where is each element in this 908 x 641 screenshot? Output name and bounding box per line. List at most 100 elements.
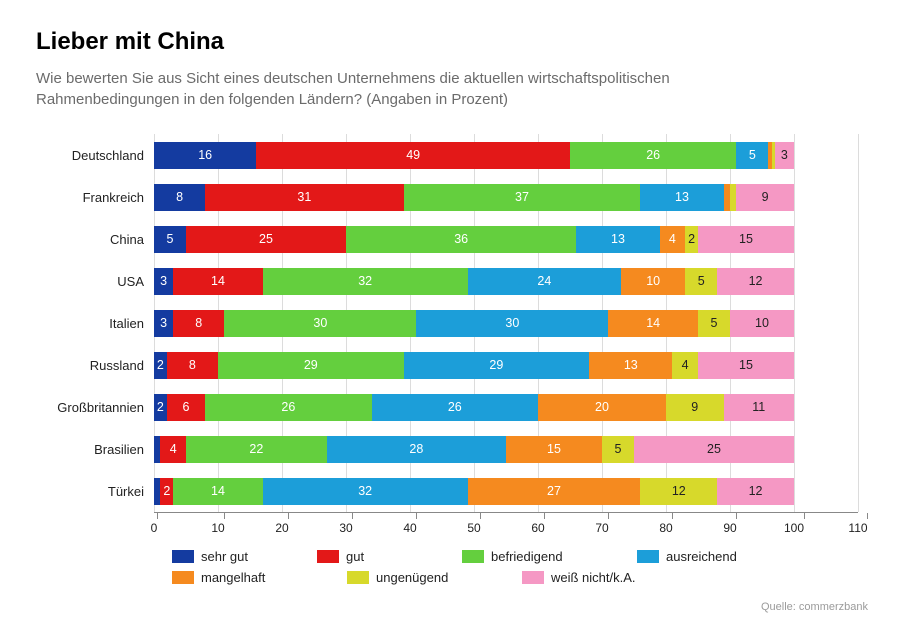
x-tick: 0 — [154, 513, 161, 535]
bar-segment-befriedigend: 37 — [404, 184, 641, 211]
bar-segment-ungenuegend: 5 — [698, 310, 730, 337]
bar-segment-mangelhaft: 10 — [621, 268, 685, 295]
legend-label: ausreichend — [666, 549, 737, 564]
legend-swatch — [172, 550, 194, 563]
bar-segment-befriedigend: 26 — [570, 142, 736, 169]
x-tick-label: 60 — [531, 521, 544, 535]
x-tick-label: 40 — [403, 521, 416, 535]
x-tick: 100 — [794, 513, 814, 535]
bar-track: 83137139 — [154, 184, 858, 211]
bar-segment-sehr_gut: 2 — [154, 352, 167, 379]
bar-segment-gut: 49 — [256, 142, 570, 169]
legend-label: sehr gut — [201, 549, 248, 564]
legend-item-befriedigend: befriedigend — [462, 549, 637, 564]
bar-track: 314322410512 — [154, 268, 858, 295]
chart-source: Quelle: commerzbank — [36, 601, 872, 613]
category-label: Russland — [42, 358, 154, 373]
x-axis: 0102030405060708090100110 — [154, 513, 858, 539]
bar-segment-gut: 6 — [167, 394, 205, 421]
bar-segment-befriedigend: 22 — [186, 436, 327, 463]
legend-swatch — [637, 550, 659, 563]
bar-segment-gut: 2 — [160, 478, 173, 505]
bar-segment-ausreichend: 24 — [468, 268, 622, 295]
bar-row: Großbritannien26262620911 — [154, 386, 858, 428]
bar-segment-sehr_gut: 3 — [154, 310, 173, 337]
legend-item-ungenuegend: ungenügend — [347, 570, 522, 585]
bar-row: Brasilien4222815525 — [154, 428, 858, 470]
bar-track: 4222815525 — [154, 436, 858, 463]
bar-segment-sehr_gut: 2 — [154, 394, 167, 421]
bar-segment-ungenuegend: 9 — [666, 394, 724, 421]
legend-swatch — [172, 571, 194, 584]
bar-track: 38303014510 — [154, 310, 858, 337]
legend: sehr gut gut befriedigend ausreichend mangel… — [172, 549, 812, 585]
bar-segment-weiss_nicht: 25 — [634, 436, 794, 463]
bar-segment-sehr_gut: 8 — [154, 184, 205, 211]
x-tick: 40 — [410, 513, 423, 535]
bar-track: 21432271212 — [154, 478, 858, 505]
bar-segment-gut: 25 — [186, 226, 346, 253]
chart-subtitle: Wie bewerten Sie aus Sicht eines deutsch… — [36, 68, 816, 110]
x-tick-label: 70 — [595, 521, 608, 535]
x-tick: 10 — [218, 513, 231, 535]
category-label: China — [42, 232, 154, 247]
legend-swatch — [462, 550, 484, 563]
x-tick: 110 — [858, 513, 877, 535]
x-tick-label: 50 — [467, 521, 480, 535]
bar-segment-befriedigend: 14 — [173, 478, 263, 505]
bar-segment-sehr_gut: 3 — [154, 268, 173, 295]
bar-segment-weiss_nicht: 11 — [724, 394, 794, 421]
legend-swatch — [317, 550, 339, 563]
bar-segment-ausreichend: 26 — [372, 394, 538, 421]
bar-segment-ausreichend: 29 — [404, 352, 590, 379]
category-label: Großbritannien — [42, 400, 154, 415]
x-tick: 90 — [730, 513, 743, 535]
bar-segment-befriedigend: 36 — [346, 226, 576, 253]
plot-area: Deutschland16492653Frankreich83137139Chi… — [154, 134, 858, 513]
x-tick-label: 80 — [659, 521, 672, 535]
x-tick-label: 10 — [211, 521, 224, 535]
x-tick: 80 — [666, 513, 679, 535]
bar-segment-gut: 8 — [173, 310, 224, 337]
gridline — [858, 134, 859, 512]
stacked-bar-chart: Deutschland16492653Frankreich83137139Chi… — [42, 134, 872, 585]
bar-segment-weiss_nicht: 3 — [775, 142, 794, 169]
bar-segment-gut: 4 — [160, 436, 186, 463]
bar-segment-befriedigend: 32 — [263, 268, 468, 295]
bar-segment-mangelhaft: 27 — [468, 478, 641, 505]
bar-segment-ungenuegend: 5 — [602, 436, 634, 463]
x-tick-label: 30 — [339, 521, 352, 535]
bar-row: Russland28292913415 — [154, 344, 858, 386]
x-tick-label: 100 — [784, 521, 804, 535]
category-label: Brasilien — [42, 442, 154, 457]
legend-item-weiss_nicht: weiß nicht/k.A. — [522, 570, 722, 585]
x-tick-label: 20 — [275, 521, 288, 535]
category-label: USA — [42, 274, 154, 289]
bar-segment-mangelhaft: 15 — [506, 436, 602, 463]
legend-item-mangelhaft: mangelhaft — [172, 570, 347, 585]
bar-row: USA314322410512 — [154, 260, 858, 302]
x-tick-label: 0 — [151, 521, 158, 535]
bar-track: 16492653 — [154, 142, 858, 169]
bar-segment-ungenuegend: 4 — [672, 352, 698, 379]
x-tick: 70 — [602, 513, 615, 535]
bar-segment-weiss_nicht: 15 — [698, 226, 794, 253]
bar-segment-ausreichend: 28 — [327, 436, 506, 463]
bar-row: Türkei21432271212 — [154, 470, 858, 512]
x-tick: 30 — [346, 513, 359, 535]
bar-segment-mangelhaft: 20 — [538, 394, 666, 421]
bar-track: 28292913415 — [154, 352, 858, 379]
bar-row: Italien38303014510 — [154, 302, 858, 344]
x-tick: 20 — [282, 513, 295, 535]
legend-label: gut — [346, 549, 364, 564]
bar-segment-ausreichend: 13 — [576, 226, 659, 253]
bar-row: Frankreich83137139 — [154, 176, 858, 218]
bar-segment-ausreichend: 5 — [736, 142, 768, 169]
bar-segment-ungenuegend: 12 — [640, 478, 717, 505]
category-label: Frankreich — [42, 190, 154, 205]
chart-title: Lieber mit China — [36, 28, 872, 56]
x-tick: 50 — [474, 513, 487, 535]
bar-segment-ausreichend: 30 — [416, 310, 608, 337]
bar-segment-weiss_nicht: 12 — [717, 268, 794, 295]
bar-segment-ungenuegend: 5 — [685, 268, 717, 295]
